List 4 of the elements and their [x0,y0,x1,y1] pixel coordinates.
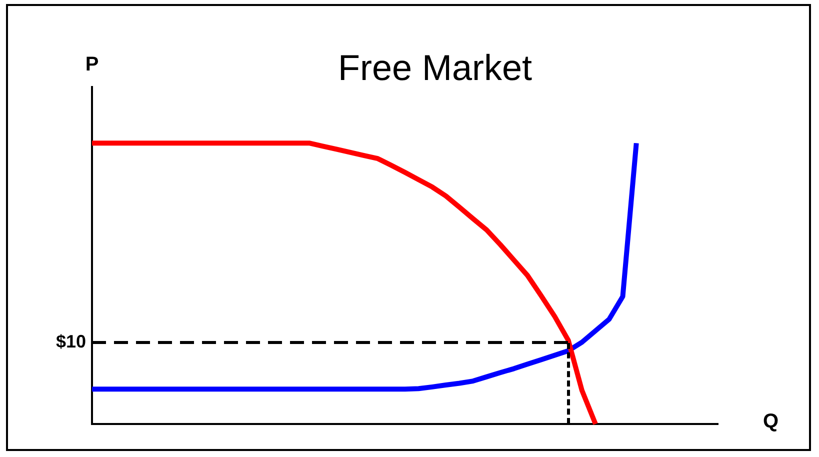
x-axis-title: Q [763,410,779,433]
text: $10 [56,332,86,352]
chart-title: Free Market [338,46,532,88]
y-axis-title: P [85,54,99,76]
